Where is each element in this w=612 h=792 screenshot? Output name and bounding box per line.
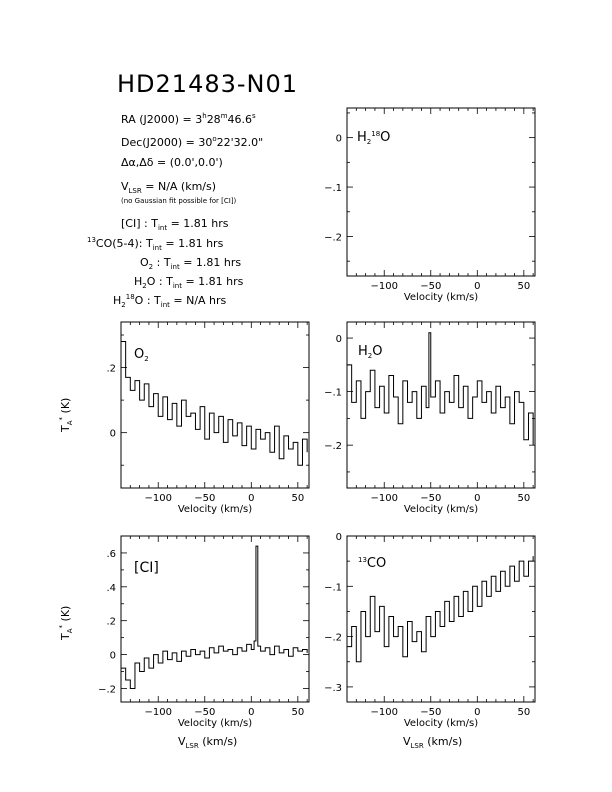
xtick-label-h2o: −100 (370, 493, 397, 504)
tint-o2: O2 : Tint = 1.81 hrs (140, 256, 242, 271)
gaussian-note: (no Gaussian fit possible for [CI]) (121, 197, 237, 205)
spectrum-o2 (121, 341, 308, 466)
xtick-label-o2: 50 (291, 493, 304, 504)
xtick-label-h2o: 50 (517, 493, 530, 504)
panel-title-h2o: H2O (358, 344, 383, 360)
page-title: HD21483-N01 (117, 70, 299, 98)
xtick-label-ci: 50 (291, 707, 304, 718)
xtick-label-ci: −50 (194, 707, 215, 718)
vlsr-axis-label-right: VLSR (km/s) (403, 735, 463, 750)
ytick-label-h2o: −.2 (324, 441, 342, 452)
ytick-label-ci: .6 (106, 549, 116, 560)
xtick-label-13co: 50 (517, 707, 530, 718)
ytick-label-ci: .2 (106, 617, 116, 628)
spectrum-ci (121, 545, 308, 689)
frame-h218o (346, 107, 536, 277)
xtick-label-h218o: 0 (474, 281, 480, 292)
ytick-label-h218o: −.2 (324, 232, 342, 243)
xtick-label-h2o: 0 (474, 493, 480, 504)
tint-h218o: H218O : Tint = N/A hrs (113, 293, 227, 309)
ytick-label-ci: .4 (106, 583, 116, 594)
xlabel-h2o: Velocity (km/s) (404, 504, 478, 515)
ytick-label-o2: 0 (110, 429, 116, 440)
xtick-label-o2: 0 (248, 493, 254, 504)
ytick-label-13co: −.1 (324, 582, 342, 593)
ytick-label-13co: −.2 (324, 633, 342, 644)
ytick-label-h218o: −.1 (324, 183, 342, 194)
xlabel-ci: Velocity (km/s) (178, 718, 252, 729)
ytick-label-13co: 0 (336, 532, 342, 543)
frame-13co (346, 535, 536, 703)
xtick-label-ci: 0 (248, 707, 254, 718)
xlabel-o2: Velocity (km/s) (178, 504, 252, 515)
panel-title-ci: [CI] (134, 560, 159, 576)
tint-ci: [CI] : Tint = 1.81 hrs (121, 217, 229, 232)
tint-13co: 13CO(5-4): Tint = 1.81 hrs (87, 236, 224, 252)
xtick-label-ci: −100 (144, 707, 171, 718)
dec-line: Dec(J2000) = 30o22'32.0" (121, 135, 264, 149)
ytick-label-h2o: −.1 (324, 388, 342, 399)
panel-title-o2: O2 (134, 347, 149, 363)
frame-ci (120, 535, 310, 703)
ytick-label-h218o: 0 (336, 134, 342, 145)
ra-line: RA (J2000) = 3h28m46.6s (121, 112, 256, 126)
xtick-label-h218o: 50 (517, 281, 530, 292)
xtick-label-h2o: −50 (420, 493, 441, 504)
ytick-label-ci: −.2 (98, 684, 116, 695)
panel-title-h218o: H218O (357, 130, 391, 146)
xtick-label-13co: 0 (474, 707, 480, 718)
xtick-label-13co: −100 (370, 707, 397, 718)
spectrum-h2o (347, 332, 534, 446)
ytick-label-13co: −.3 (324, 683, 342, 694)
panel-title-13co: 13CO (358, 556, 387, 571)
offset-line: Δα,Δδ = (0.0',0.0') (121, 156, 223, 169)
vlsr-axis-label-left: VLSR (km/s) (178, 735, 238, 750)
xtick-label-13co: −50 (420, 707, 441, 718)
xtick-label-o2: −100 (144, 493, 171, 504)
vlsr-line: VLSR = N/A (km/s) (121, 180, 217, 195)
ytick-label-ci: 0 (110, 651, 116, 662)
xtick-label-o2: −50 (194, 493, 215, 504)
xtick-label-h218o: −50 (420, 281, 441, 292)
frame-h2o (346, 321, 536, 489)
xlabel-h218o: Velocity (km/s) (404, 292, 478, 303)
ytick-label-o2: .2 (106, 364, 116, 375)
xlabel-13co: Velocity (km/s) (404, 718, 478, 729)
xtick-label-h218o: −100 (370, 281, 397, 292)
ytick-label-h2o: 0 (336, 334, 342, 345)
tint-h2o: H2O : Tint = 1.81 hrs (134, 275, 244, 290)
frame-o2 (120, 321, 310, 489)
spectrum-13co (347, 556, 534, 663)
